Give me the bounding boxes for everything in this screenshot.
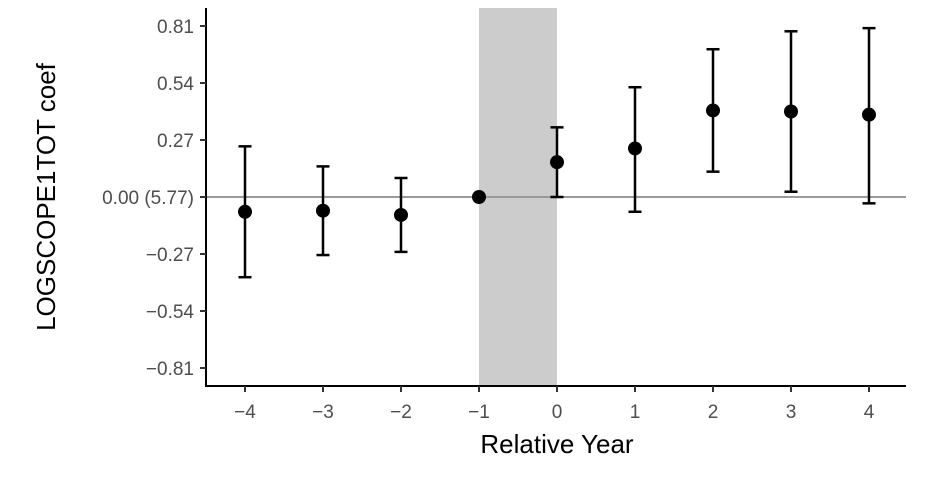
point-estimate — [316, 203, 330, 218]
point-estimate — [784, 104, 798, 119]
y-tick-label: 0.27 — [157, 131, 194, 152]
point-estimate — [394, 207, 408, 222]
point-estimate — [706, 103, 720, 118]
point-estimate — [550, 155, 564, 170]
y-tick-label: −0.81 — [146, 359, 194, 380]
x-axis-ticks: −4 −3 −2 −1 0 1 2 3 4 — [234, 386, 875, 423]
x-tick-label: 4 — [864, 402, 875, 423]
point-estimate — [628, 141, 642, 156]
x-tick-label: 2 — [708, 402, 719, 423]
point-estimate — [238, 204, 252, 219]
x-tick-label: −4 — [234, 402, 256, 423]
point-estimate — [862, 107, 876, 122]
y-tick-label: −0.54 — [146, 302, 195, 323]
y-tick-label: −0.27 — [146, 245, 194, 266]
y-axis-ticks: 0.81 0.54 0.27 0.00 (5.77) −0.27 −0.54 −0.81 — [102, 17, 206, 380]
x-tick-label: −1 — [468, 402, 490, 423]
point-estimates-group — [238, 103, 876, 222]
x-axis-title: Relative Year — [480, 429, 634, 459]
x-tick-label: 0 — [552, 402, 563, 423]
y-tick-label: 0.00 (5.77) — [102, 188, 194, 209]
x-tick-label: 1 — [630, 402, 641, 423]
x-tick-label: 3 — [786, 402, 797, 423]
x-tick-label: −2 — [390, 402, 412, 423]
y-tick-label: 0.81 — [157, 17, 194, 38]
point-estimate — [472, 190, 486, 204]
y-axis-title: LOGSCOPE1TOT coef — [31, 62, 61, 331]
y-tick-label: 0.54 — [157, 74, 194, 95]
x-tick-label: −3 — [312, 402, 334, 423]
